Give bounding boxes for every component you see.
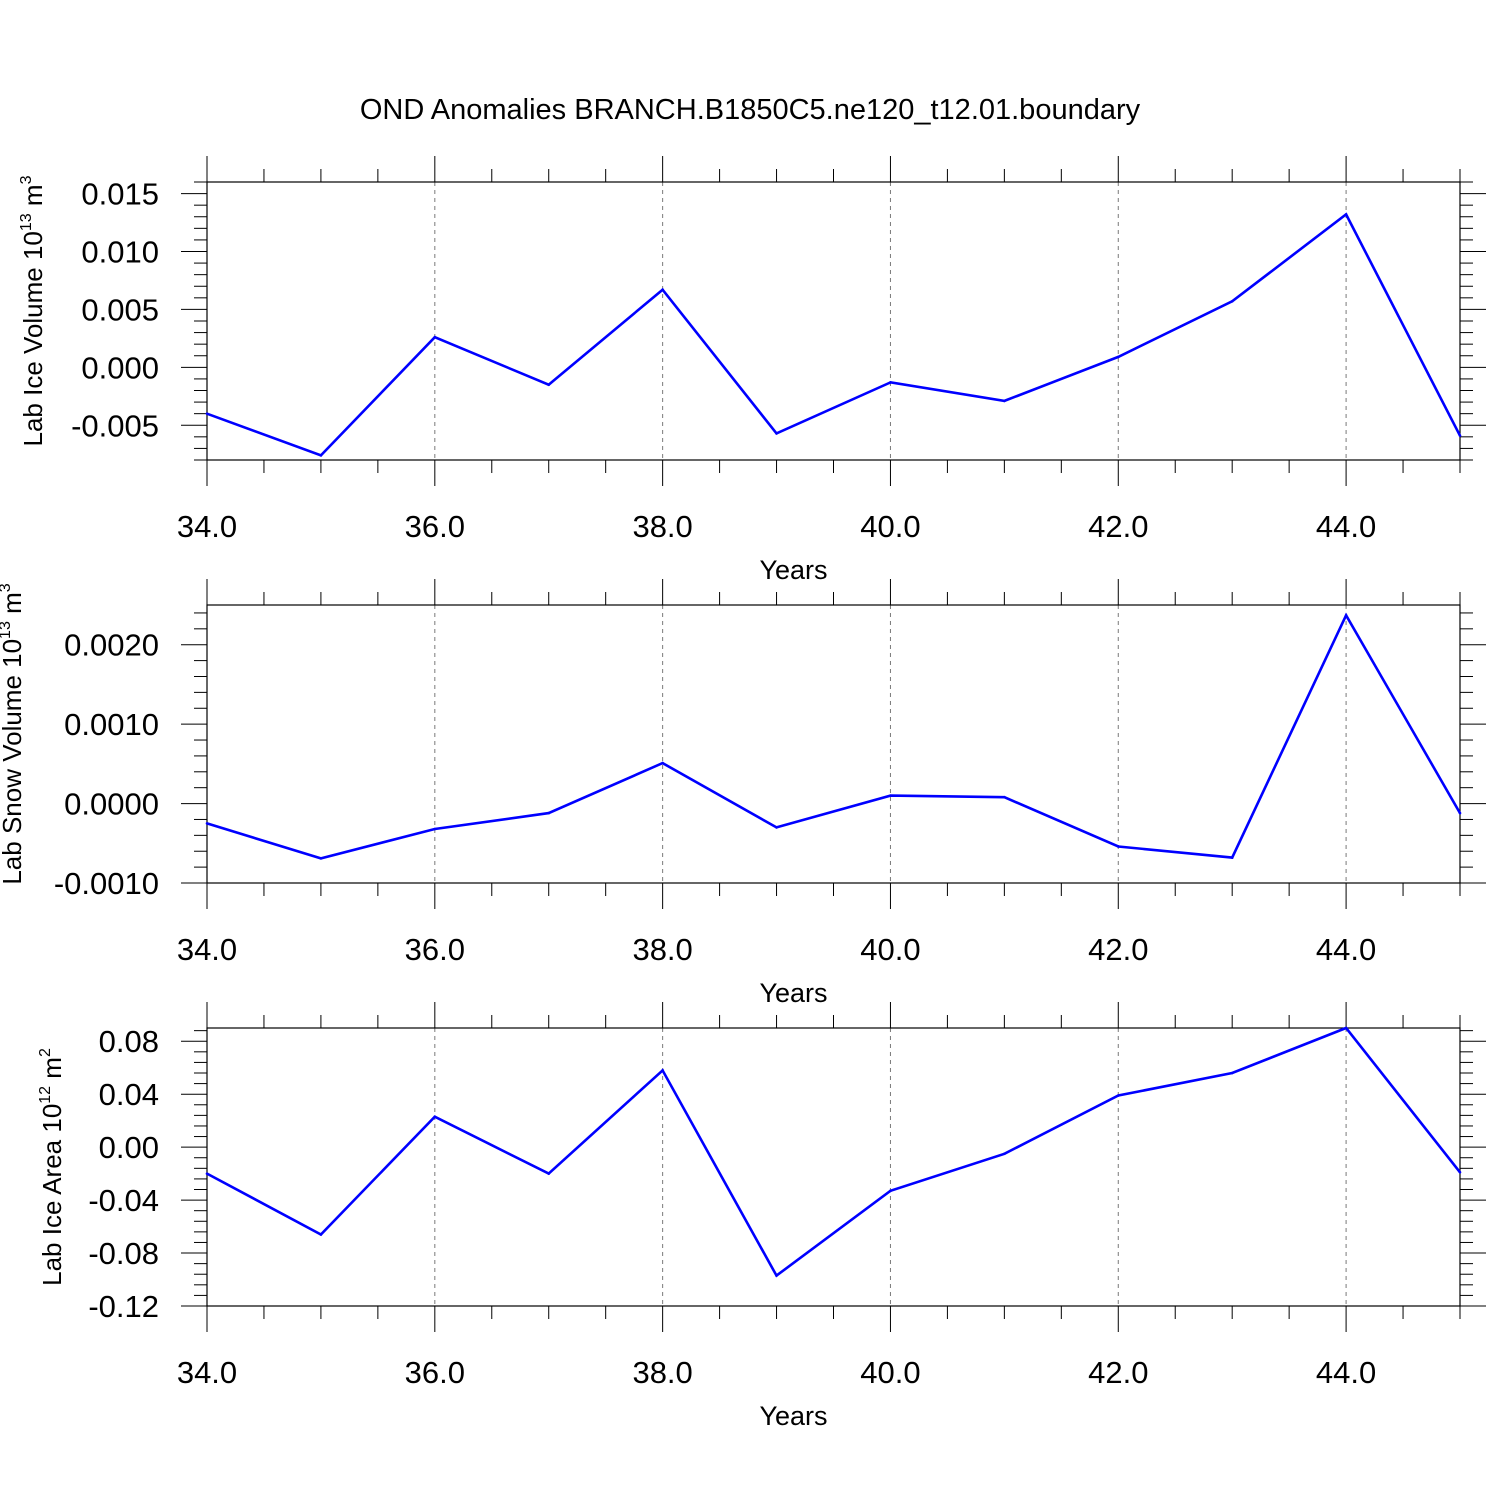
data-point xyxy=(319,857,323,860)
y-tick-label: 0.010 xyxy=(81,235,159,270)
data-point xyxy=(547,1172,551,1175)
data-point xyxy=(661,761,664,765)
y-axis-label-part: 3 xyxy=(18,175,35,184)
y-axis-label-part: Lab Ice Volume 10 xyxy=(18,231,48,446)
y-tick-label: -0.04 xyxy=(88,1183,159,1218)
data-point xyxy=(1344,614,1348,617)
data-point xyxy=(1230,856,1234,859)
data-point xyxy=(775,1274,778,1277)
data-point xyxy=(1003,1152,1006,1156)
data-point xyxy=(319,454,323,457)
data-point xyxy=(433,335,437,339)
data-point xyxy=(319,1233,323,1236)
data-point xyxy=(661,1069,664,1072)
y-tick-label: -0.12 xyxy=(88,1289,159,1324)
data-series-line xyxy=(206,612,1462,860)
y-axis-label-part: 13 xyxy=(0,621,14,639)
y-tick-label: -0.08 xyxy=(88,1236,159,1271)
x-tick-label: 40.0 xyxy=(860,1355,920,1390)
y-axis-label: Lab Snow Volume 1013 m3 xyxy=(0,583,27,884)
data-point xyxy=(1003,399,1006,403)
x-tick-label: 34.0 xyxy=(177,1355,237,1390)
x-tick-label: 36.0 xyxy=(405,1355,465,1390)
data-point xyxy=(1344,213,1348,216)
data-point xyxy=(775,826,778,829)
data-point xyxy=(1003,795,1006,799)
x-axis-label: Years xyxy=(759,555,827,585)
y-tick-label: -0.005 xyxy=(71,408,159,443)
data-point xyxy=(775,432,778,435)
data-point xyxy=(1458,1170,1462,1174)
x-tick-label: 44.0 xyxy=(1316,932,1376,967)
y-tick-label: 0.000 xyxy=(81,350,159,385)
chart-panel-1: 34.0 36.0 38.0 40.0 42.0 44.0 -0.005 0.000 0.005… xyxy=(18,156,1486,585)
data-point xyxy=(205,822,209,825)
x-tick-label: 38.0 xyxy=(632,1355,692,1390)
data-point xyxy=(1458,434,1462,437)
y-axis-label-part: 13 xyxy=(18,213,35,231)
y-axis-label-part: m xyxy=(0,592,27,621)
y-axis-label: Lab Ice Area 1012 m2 xyxy=(37,1048,67,1286)
chart-panel-2: 34.0 36.0 38.0 40.0 42.0 44.0 -0.0010 0.0000 0.0… xyxy=(0,579,1486,1008)
y-axis-label-part: m xyxy=(37,1057,67,1086)
data-point xyxy=(205,1172,209,1175)
y-axis-label-part: 2 xyxy=(37,1048,54,1057)
y-tick-label: 0.0010 xyxy=(64,707,159,742)
x-tick-label: 36.0 xyxy=(405,932,465,967)
chart-title: OND Anomalies BRANCH.B1850C5.ne120_t12.0… xyxy=(360,94,1141,126)
y-tick-label: 0.08 xyxy=(99,1024,159,1059)
data-point xyxy=(1230,1071,1234,1075)
data-point xyxy=(433,1115,437,1118)
data-point xyxy=(889,381,892,384)
data-point xyxy=(547,383,551,387)
x-tick-label: 40.0 xyxy=(860,509,920,544)
y-axis-label-part: m xyxy=(18,184,48,213)
x-tick-label: 44.0 xyxy=(1316,509,1376,544)
data-point xyxy=(889,794,892,797)
x-axis-label: Years xyxy=(759,1401,827,1431)
plot-frame xyxy=(206,181,1461,461)
data-point xyxy=(1116,1094,1120,1097)
data-point xyxy=(433,827,437,831)
plot-frame xyxy=(206,604,1461,884)
x-tick-label: 34.0 xyxy=(177,932,237,967)
x-axis-label: Years xyxy=(759,978,827,1008)
y-axis-label-part: Lab Snow Volume 10 xyxy=(0,639,27,885)
x-tick-label: 38.0 xyxy=(632,509,692,544)
data-point xyxy=(205,412,209,415)
y-tick-label: 0.005 xyxy=(81,292,159,327)
data-point xyxy=(1116,355,1120,359)
data-point xyxy=(1116,845,1120,848)
y-tick-label: 0.015 xyxy=(81,177,159,212)
x-tick-label: 38.0 xyxy=(632,932,692,967)
y-tick-label: -0.0010 xyxy=(54,866,159,901)
x-tick-label: 42.0 xyxy=(1088,1355,1148,1390)
y-axis-label-part: 3 xyxy=(0,583,14,592)
data-point xyxy=(1458,811,1462,815)
x-tick-label: 42.0 xyxy=(1088,509,1148,544)
y-axis-label-part: Lab Ice Area 10 xyxy=(37,1104,67,1286)
plot-frame xyxy=(206,1027,1461,1307)
y-tick-label: 0.0020 xyxy=(64,628,159,663)
y-tick-label: 0.00 xyxy=(99,1130,159,1165)
chart-panel-3: 34.0 36.0 38.0 40.0 42.0 44.0 -0.12 -0.08 -0.04 0… xyxy=(37,1002,1486,1431)
y-axis-label: Lab Ice Volume 1013 m3 xyxy=(18,175,48,446)
x-tick-label: 42.0 xyxy=(1088,932,1148,967)
data-point xyxy=(547,811,551,815)
data-point xyxy=(661,288,664,292)
data-point xyxy=(1344,1026,1348,1030)
data-series-line xyxy=(206,212,1462,457)
data-point xyxy=(889,1189,892,1193)
x-tick-label: 34.0 xyxy=(177,509,237,544)
x-tick-label: 44.0 xyxy=(1316,1355,1376,1390)
data-point xyxy=(1230,300,1234,303)
y-axis-label-part: 12 xyxy=(37,1086,54,1104)
x-tick-label: 36.0 xyxy=(405,509,465,544)
y-tick-label: 0.0000 xyxy=(64,787,159,822)
x-tick-label: 40.0 xyxy=(860,932,920,967)
y-tick-label: 0.04 xyxy=(99,1077,159,1112)
data-series-line xyxy=(206,1026,1462,1278)
